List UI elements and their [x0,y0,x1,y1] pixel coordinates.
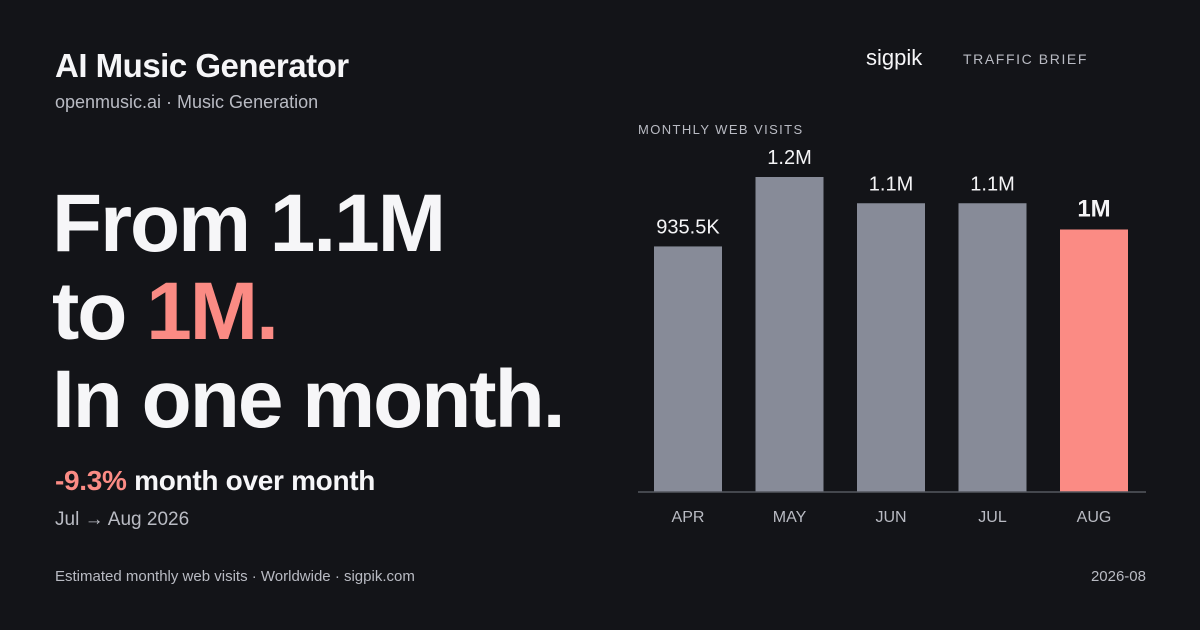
bar-may [755,177,824,492]
chart-title: MONTHLY WEB VISITS [638,122,804,137]
bar-jul [958,203,1027,492]
data-label-jul: 1.1M [970,173,1014,195]
headline-accent-value: 1M. [146,266,279,357]
x-tick-aug: AUG [1077,509,1112,526]
x-tick-apr: APR [672,509,705,526]
headline-line-1: From 1.1M [52,178,446,269]
app-subtitle: openmusic.ai · Music Generation [55,92,319,112]
x-tick-jul: JUL [978,509,1007,526]
app-title: AI Music Generator [55,47,349,84]
bar-aug [1060,229,1128,492]
bar-apr [654,246,722,492]
chart-svg: 935.5K APR 1.2M MAY 1.1M JUN 1.1M JUL 1M AUG [638,147,1146,526]
headline: From 1.1M to 1M. In one month. [52,178,565,445]
data-label-apr: 935.5K [656,216,720,238]
data-label-aug: 1M [1077,196,1110,223]
change-summary: -9.3% month over month [55,465,375,497]
data-label-jun: 1.1M [869,173,913,195]
data-label-may: 1.2M [767,147,811,169]
footer-source: Estimated monthly web visits · Worldwide… [55,568,415,585]
bar-jun [857,203,925,492]
change-period: Jul → Aug 2026 [55,509,190,530]
bar-chart: 935.5K APR 1.2M MAY 1.1M JUN 1.1M JUL 1M AUG [630,147,1160,540]
change-percent: -9.3% [55,465,127,496]
headline-line-2: to 1M. [52,268,563,356]
headline-line-3: In one month. [52,354,565,445]
footer-date: 2026-08 [1090,568,1146,585]
brand-logo: sigpik [866,45,923,70]
headline-line-2-prefix: to [52,266,147,357]
change-description: month over month [134,465,376,496]
brand-tag: TRAFFIC BRIEF [963,51,1089,67]
x-tick-jun: JUN [875,509,906,526]
x-tick-may: MAY [773,509,807,526]
